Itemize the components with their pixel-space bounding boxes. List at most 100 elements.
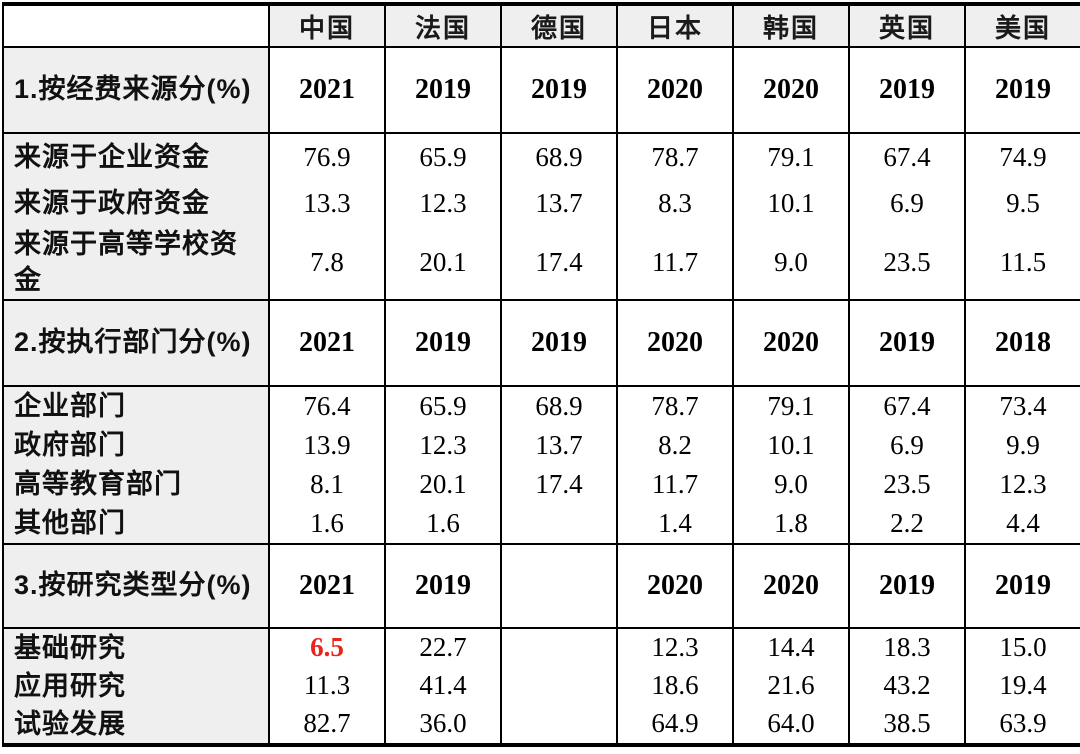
year-cell: 2021 xyxy=(268,46,385,134)
table-row: 来源于企业资金 76.9 65.9 68.9 78.7 79.1 67.4 74… xyxy=(3,133,1080,180)
year-cell: 2019 xyxy=(384,542,501,629)
value-cell xyxy=(500,666,617,705)
row-label: 试验发展 xyxy=(3,704,269,745)
value-cell: 20.1 xyxy=(384,226,501,300)
value-cell: 12.3 xyxy=(384,425,501,465)
year-cell: 2020 xyxy=(732,298,849,387)
value-cell: 13.3 xyxy=(268,180,385,226)
section-title: 3.按研究类型分(%) xyxy=(3,542,269,629)
value-cell xyxy=(500,503,617,544)
year-cell: 2021 xyxy=(268,542,385,629)
year-cell: 2019 xyxy=(384,298,501,387)
value-cell: 36.0 xyxy=(384,704,501,745)
year-cell: 2019 xyxy=(384,46,501,134)
year-cell: 2020 xyxy=(616,542,733,629)
country-header-usa: 美国 xyxy=(964,4,1080,48)
value-cell: 20.1 xyxy=(384,464,501,504)
value-cell: 23.5 xyxy=(848,464,965,504)
year-cell: 2019 xyxy=(848,542,965,629)
value-cell: 13.7 xyxy=(500,180,617,226)
row-label: 来源于高等学校资金 xyxy=(3,226,269,300)
year-cell: 2021 xyxy=(268,298,385,387)
value-cell: 11.3 xyxy=(268,666,385,705)
value-cell: 8.3 xyxy=(616,180,733,226)
country-header-japan: 日本 xyxy=(616,4,733,48)
value-cell: 67.4 xyxy=(848,133,965,180)
value-cell: 76.4 xyxy=(268,385,385,426)
value-cell: 9.0 xyxy=(732,464,849,504)
value-cell: 17.4 xyxy=(500,226,617,300)
value-cell: 73.4 xyxy=(964,385,1080,426)
country-header-korea: 韩国 xyxy=(732,4,849,48)
value-cell: 15.0 xyxy=(964,627,1080,667)
value-cell: 14.4 xyxy=(732,627,849,667)
value-cell: 1.6 xyxy=(268,503,385,544)
year-cell: 2019 xyxy=(500,298,617,387)
value-cell: 9.0 xyxy=(732,226,849,300)
value-cell: 67.4 xyxy=(848,385,965,426)
table-row: 试验发展 82.7 36.0 64.9 64.0 38.5 63.9 xyxy=(3,704,1080,745)
value-cell: 41.4 xyxy=(384,666,501,705)
value-cell xyxy=(500,627,617,667)
row-label: 其他部门 xyxy=(3,503,269,544)
value-cell: 12.3 xyxy=(964,464,1080,504)
value-cell: 11.5 xyxy=(964,226,1080,300)
value-cell: 4.4 xyxy=(964,503,1080,544)
year-cell: 2019 xyxy=(848,46,965,134)
table-row: 来源于政府资金 13.3 12.3 13.7 8.3 10.1 6.9 9.5 xyxy=(3,180,1080,226)
year-cell: 2020 xyxy=(732,46,849,134)
year-cell: 2020 xyxy=(732,542,849,629)
value-cell: 10.1 xyxy=(732,425,849,465)
section-header-row: 2.按执行部门分(%) 2021 2019 2019 2020 2020 201… xyxy=(3,298,1080,387)
value-cell: 79.1 xyxy=(732,385,849,426)
year-cell: 2018 xyxy=(964,298,1080,387)
value-cell: 18.6 xyxy=(616,666,733,705)
value-cell: 6.9 xyxy=(848,180,965,226)
value-cell: 38.5 xyxy=(848,704,965,745)
country-header-france: 法国 xyxy=(384,4,501,48)
year-cell: 2020 xyxy=(616,298,733,387)
value-cell: 79.1 xyxy=(732,133,849,180)
value-cell: 68.9 xyxy=(500,133,617,180)
row-label: 来源于政府资金 xyxy=(3,180,269,226)
year-cell: 2019 xyxy=(500,46,617,134)
value-cell: 7.8 xyxy=(268,226,385,300)
row-label: 高等教育部门 xyxy=(3,464,269,504)
value-cell: 82.7 xyxy=(268,704,385,745)
section-header-row: 3.按研究类型分(%) 2021 2019 2020 2020 2019 201… xyxy=(3,542,1080,629)
value-cell: 1.6 xyxy=(384,503,501,544)
value-cell: 10.1 xyxy=(732,180,849,226)
table-row: 其他部门 1.6 1.6 1.4 1.8 2.2 4.4 xyxy=(3,503,1080,544)
corner-cell xyxy=(3,4,269,48)
year-cell: 2020 xyxy=(616,46,733,134)
table-row: 基础研究 6.5 22.7 12.3 14.4 18.3 15.0 xyxy=(3,627,1080,667)
value-cell: 21.6 xyxy=(732,666,849,705)
year-cell xyxy=(500,542,617,629)
table-row: 政府部门 13.9 12.3 13.7 8.2 10.1 6.9 9.9 xyxy=(3,425,1080,465)
section-title: 2.按执行部门分(%) xyxy=(3,298,269,387)
value-cell: 8.2 xyxy=(616,425,733,465)
value-cell: 22.7 xyxy=(384,627,501,667)
value-cell: 2.2 xyxy=(848,503,965,544)
row-label: 应用研究 xyxy=(3,666,269,705)
value-cell: 13.7 xyxy=(500,425,617,465)
value-cell: 76.9 xyxy=(268,133,385,180)
value-cell: 64.9 xyxy=(616,704,733,745)
value-cell: 11.7 xyxy=(616,226,733,300)
value-cell: 78.7 xyxy=(616,385,733,426)
value-cell: 78.7 xyxy=(616,133,733,180)
row-label: 政府部门 xyxy=(3,425,269,465)
row-label: 基础研究 xyxy=(3,627,269,667)
country-header-germany: 德国 xyxy=(500,4,617,48)
year-cell: 2019 xyxy=(964,46,1080,134)
value-cell: 18.3 xyxy=(848,627,965,667)
row-label: 企业部门 xyxy=(3,385,269,426)
value-cell-highlight: 6.5 xyxy=(268,627,385,667)
value-cell: 9.9 xyxy=(964,425,1080,465)
value-cell: 11.7 xyxy=(616,464,733,504)
section-header-row: 1.按经费来源分(%) 2021 2019 2019 2020 2020 201… xyxy=(3,46,1080,134)
row-label: 来源于企业资金 xyxy=(3,133,269,180)
value-cell xyxy=(500,704,617,745)
value-cell: 13.9 xyxy=(268,425,385,465)
